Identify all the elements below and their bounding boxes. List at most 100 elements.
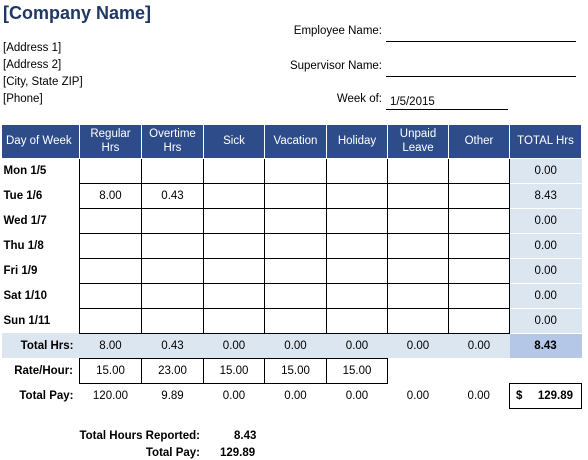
supervisor-name-input[interactable]	[386, 60, 576, 77]
hours-cell[interactable]	[387, 157, 449, 184]
hours-cell[interactable]	[448, 207, 510, 234]
total-hours-reported-value: 8.43	[234, 430, 257, 442]
pay-row: Total Pay: 120.00 9.89 0.00 0.00 0.00 0.…	[2, 382, 582, 409]
employee-name-input[interactable]	[386, 25, 576, 42]
hours-cell[interactable]	[326, 157, 388, 184]
rate-cell[interactable]: 15.00	[79, 357, 142, 384]
hours-cell[interactable]	[79, 232, 142, 259]
hours-cell[interactable]	[326, 207, 388, 234]
hours-cell[interactable]	[141, 232, 204, 259]
hours-cell[interactable]	[326, 257, 388, 284]
hours-cell[interactable]	[79, 257, 142, 284]
total-hours-reported-label: Total Hours Reported:	[79, 430, 200, 442]
day-label: Wed 1/7	[3, 214, 47, 227]
header-unpaid-leave: Unpaid Leave	[387, 125, 449, 159]
hours-cell[interactable]	[203, 182, 265, 209]
hours-cell[interactable]	[203, 282, 265, 309]
pay-value: 0.00	[406, 389, 430, 402]
hours-cell[interactable]	[448, 157, 510, 184]
hours-cell[interactable]: 8.00	[79, 182, 142, 209]
hours-cell[interactable]	[448, 282, 510, 309]
day-total: 8.43	[509, 183, 582, 209]
rate-row: Rate/Hour: 15.00 23.00 15.00 15.00 15.00	[2, 357, 582, 384]
grand-total-pay-amount: 129.89	[537, 389, 573, 402]
hours-cell[interactable]	[141, 157, 204, 184]
hours-cell[interactable]	[203, 157, 265, 184]
hours-cell[interactable]	[264, 182, 327, 209]
rate-cell[interactable]: 15.00	[326, 357, 388, 384]
total-hrs-value: 0.00	[448, 333, 510, 358]
day-label: Sun 1/11	[3, 314, 51, 327]
currency-symbol: $	[516, 389, 523, 402]
pay-value: 0.00	[345, 389, 369, 402]
hours-cell[interactable]	[264, 307, 327, 334]
pay-value: 0.00	[467, 389, 490, 402]
address-line-2[interactable]: [Address 2]	[3, 59, 62, 71]
hours-cell[interactable]	[141, 282, 204, 309]
city-state-zip[interactable]: [City, State ZIP]	[3, 76, 83, 88]
hours-cell[interactable]	[79, 157, 142, 184]
rate-cell[interactable]: 15.00	[264, 357, 327, 384]
hours-cell[interactable]	[203, 307, 265, 334]
hours-cell[interactable]	[387, 232, 449, 259]
grand-total-hrs: 8.43	[509, 333, 582, 358]
hours-cell[interactable]	[203, 207, 265, 234]
hours-cell[interactable]	[264, 257, 327, 284]
hours-cell[interactable]	[387, 282, 449, 309]
rate-cell[interactable]: 23.00	[141, 357, 204, 384]
hours-cell[interactable]	[448, 307, 510, 334]
hours-cell[interactable]	[264, 207, 327, 234]
total-pay-label: Total Pay:	[145, 447, 200, 459]
day-label: Sat 1/10	[3, 289, 47, 302]
table-row: Thu 1/8 0.00	[2, 232, 582, 259]
header-total-hrs: TOTAL Hrs	[509, 125, 582, 159]
address-line-1[interactable]: [Address 1]	[3, 42, 62, 54]
phone[interactable]: [Phone]	[3, 93, 43, 105]
hours-cell[interactable]: 0.43	[141, 182, 204, 209]
hours-cell[interactable]	[264, 157, 327, 184]
company-name[interactable]: [Company Name]	[3, 3, 152, 23]
hours-cell[interactable]	[326, 182, 388, 209]
day-total: 0.00	[509, 233, 582, 259]
hours-cell[interactable]	[79, 282, 142, 309]
day-label: Thu 1/8	[3, 239, 44, 252]
week-of-label: Week of:	[336, 93, 382, 105]
header-vacation: Vacation	[264, 125, 327, 159]
rate-cell[interactable]: 15.00	[203, 357, 265, 384]
pay-value: 120.00	[92, 389, 129, 402]
hours-cell[interactable]	[141, 307, 204, 334]
hours-cell[interactable]	[448, 257, 510, 284]
total-hrs-value: 0.00	[387, 333, 449, 358]
hours-cell[interactable]	[141, 257, 204, 284]
hours-cell[interactable]	[79, 207, 142, 234]
day-total: 0.00	[509, 283, 582, 309]
hours-cell[interactable]	[448, 232, 510, 259]
hours-cell[interactable]	[326, 282, 388, 309]
hours-cell[interactable]	[264, 282, 327, 309]
hours-cell[interactable]	[203, 232, 265, 259]
table-row: Tue 1/6 8.00 0.43 8.43	[2, 182, 582, 209]
table-row: Fri 1/9 0.00	[2, 257, 582, 284]
hours-cell[interactable]	[387, 307, 449, 334]
header-sick: Sick	[203, 125, 265, 159]
pay-value: 0.00	[222, 389, 246, 402]
rate-label: Rate/Hour:	[14, 364, 73, 377]
table-row: Wed 1/7 0.00	[2, 207, 582, 234]
hours-cell[interactable]	[387, 182, 449, 209]
hours-cell[interactable]	[387, 257, 449, 284]
table-row: Mon 1/5 0.00	[2, 157, 582, 184]
header-holiday: Holiday	[326, 125, 388, 159]
total-hrs-value: 0.00	[326, 333, 388, 358]
hours-cell[interactable]	[141, 207, 204, 234]
hours-cell[interactable]	[387, 207, 449, 234]
pay-label: Total Pay:	[19, 389, 74, 402]
hours-cell[interactable]	[264, 232, 327, 259]
hours-cell[interactable]	[448, 182, 510, 209]
week-of-input[interactable]: 1/5/2015	[386, 93, 508, 110]
hours-cell[interactable]	[326, 232, 388, 259]
hours-cell[interactable]	[203, 257, 265, 284]
hours-cell[interactable]	[326, 307, 388, 334]
total-hrs-value: 0.43	[141, 333, 204, 358]
header-row: Day of Week Regular Hrs Overtime Hrs Sic…	[1, 125, 582, 159]
hours-cell[interactable]	[79, 307, 142, 334]
